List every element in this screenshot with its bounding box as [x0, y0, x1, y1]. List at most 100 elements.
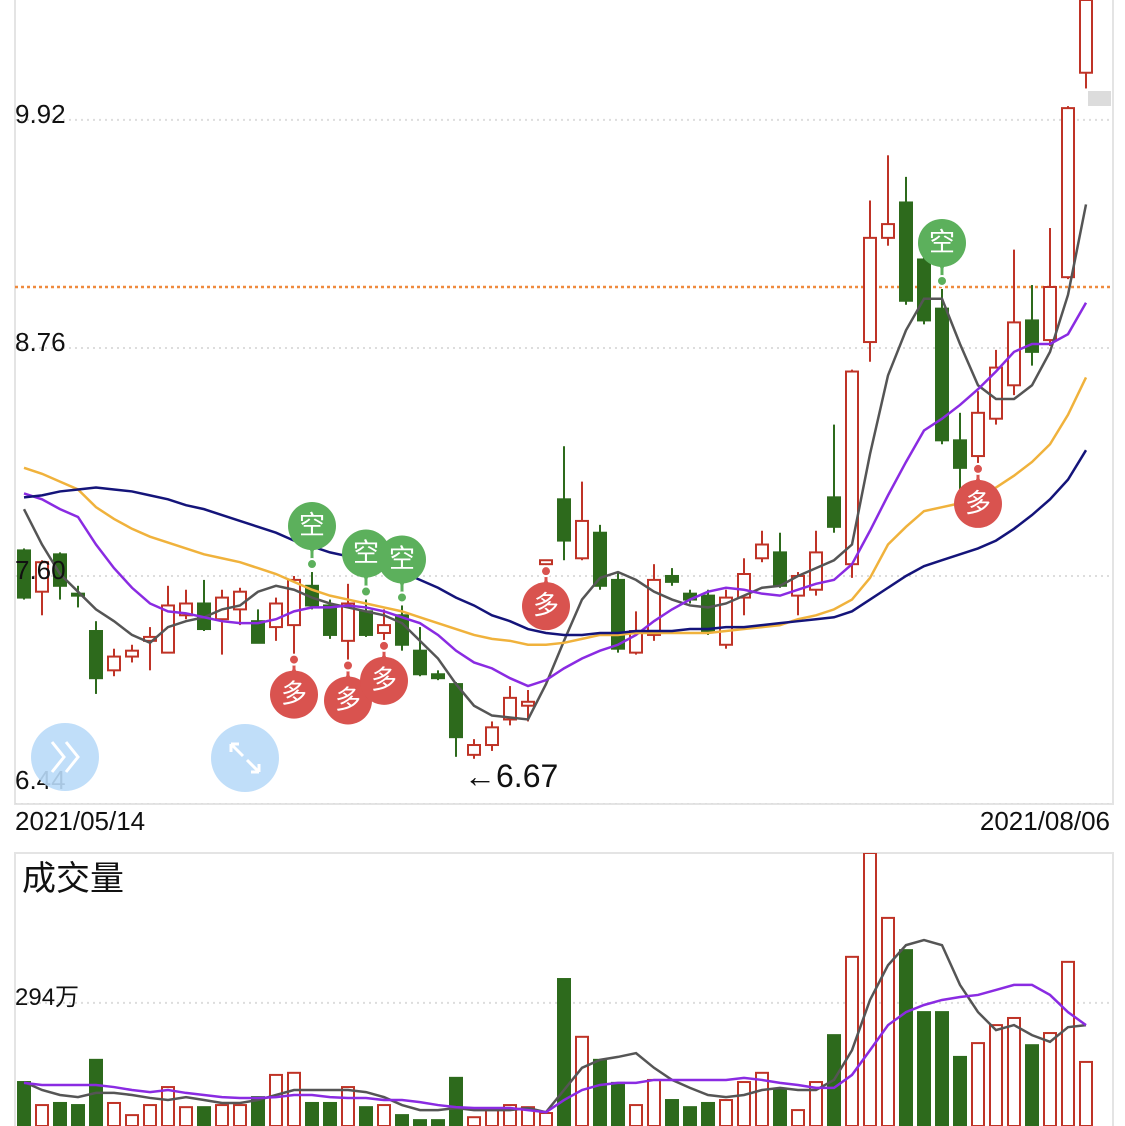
- signal-marker: 空: [288, 502, 336, 571]
- signal-label: 空: [389, 543, 415, 573]
- signal-pin: [540, 565, 552, 578]
- volume-bar: [1061, 960, 1075, 1126]
- signal-bubble: [360, 656, 408, 705]
- volume-bar: [845, 955, 859, 1126]
- volume-bar: [917, 1011, 931, 1126]
- candle-body: [737, 573, 751, 599]
- volume-bar: [989, 1024, 1003, 1126]
- candle-body: [521, 700, 535, 707]
- volume-bar: [17, 1081, 31, 1126]
- candle-body: [107, 655, 121, 672]
- candle-body: [845, 370, 859, 566]
- candle-body: [125, 649, 139, 658]
- volume-bar: [305, 1101, 319, 1126]
- volume-bar: [791, 1109, 805, 1126]
- candle-body: [593, 531, 607, 587]
- candle-body: [449, 683, 463, 739]
- volume-bar: [323, 1101, 337, 1126]
- candle-body: [89, 630, 103, 680]
- volume-bar: [809, 1081, 823, 1126]
- signal-label: 空: [929, 227, 955, 257]
- volume-bar: [1079, 1060, 1093, 1126]
- volume-bar: [377, 1104, 391, 1126]
- signal-marker: 多: [522, 565, 570, 631]
- candle-body: [485, 726, 499, 747]
- signal-marker: 空: [342, 529, 390, 598]
- y-tick-label: 7.60: [15, 555, 66, 585]
- fullscreen-button[interactable]: [211, 724, 279, 792]
- volume-bar: [647, 1078, 661, 1126]
- signal-pin: [936, 274, 948, 287]
- y-tick-label: 8.76: [15, 327, 66, 357]
- signal-marker: 空: [378, 535, 426, 604]
- volume-bar: [485, 1109, 499, 1126]
- candle-body: [1007, 321, 1021, 387]
- volume-bar: [935, 1011, 949, 1126]
- volume-bar: [1007, 1016, 1021, 1126]
- moving-average: [23, 449, 1088, 637]
- candle-body: [503, 696, 517, 721]
- volume-bar: [1043, 1032, 1057, 1126]
- volume-bar: [197, 1106, 211, 1126]
- volume-bar: [593, 1058, 607, 1126]
- candle-body: [539, 559, 553, 566]
- volume-bar: [143, 1104, 157, 1126]
- price-panel: [14, 0, 1114, 805]
- moving-average: [23, 302, 1088, 688]
- y-tick-label: 9.92: [15, 99, 66, 129]
- candle-body: [35, 561, 49, 593]
- candle-body: [17, 549, 31, 599]
- volume-bar: [161, 1086, 175, 1126]
- volume-bar: [179, 1106, 193, 1126]
- signal-bubble: [378, 535, 426, 584]
- volume-bar: [449, 1076, 463, 1126]
- candle-body: [611, 578, 625, 650]
- volume-bar: [287, 1071, 301, 1126]
- volume-bar: [395, 1114, 409, 1126]
- signal-label: 多: [533, 590, 559, 620]
- volume-bar: [269, 1073, 283, 1126]
- signal-pin: [396, 591, 408, 604]
- volume-bar: [359, 1106, 373, 1126]
- candle-body: [287, 578, 301, 627]
- signal-marker: 空: [918, 218, 966, 287]
- volume-bar: [341, 1086, 355, 1126]
- volume-bar: [53, 1101, 67, 1126]
- volume-bar: [701, 1101, 715, 1126]
- candle-body: [935, 307, 949, 442]
- signal-label: 空: [353, 537, 379, 567]
- volume-bar: [431, 1119, 445, 1126]
- signal-bubble: [270, 670, 318, 719]
- volume-bar: [413, 1119, 427, 1126]
- price-layer: [15, 0, 1113, 804]
- candle-body: [899, 201, 913, 302]
- signal-marker: 多: [360, 639, 408, 705]
- volume-bar: [107, 1101, 121, 1126]
- volume-bar: [629, 1104, 643, 1126]
- candle-body: [881, 223, 895, 239]
- signal-bubble: [918, 218, 966, 267]
- x-tick-label: 2021/05/14: [15, 806, 145, 836]
- candle-body: [971, 411, 985, 458]
- collapse-button[interactable]: [31, 723, 99, 791]
- volume-bar: [575, 1035, 589, 1126]
- volume-bar: [35, 1104, 49, 1126]
- candle-body: [1043, 286, 1057, 342]
- signal-label: 多: [965, 488, 991, 518]
- volume-bar: [953, 1055, 967, 1126]
- volume-bar: [215, 1104, 229, 1126]
- x-tick-label: 2021/08/06: [980, 806, 1110, 836]
- volume-layer: [15, 853, 1113, 1126]
- volume-bar: [1025, 1044, 1039, 1126]
- signal-marker: 多: [954, 462, 1002, 528]
- volume-panel: [14, 852, 1114, 1126]
- volume-bar: [611, 1081, 625, 1126]
- candle-body: [269, 602, 283, 629]
- signal-pin: [378, 639, 390, 652]
- signal-label: 多: [335, 684, 361, 714]
- candle-body: [953, 439, 967, 469]
- candle-body: [665, 574, 679, 583]
- volume-bar: [125, 1114, 139, 1126]
- volume-bar: [971, 1042, 985, 1126]
